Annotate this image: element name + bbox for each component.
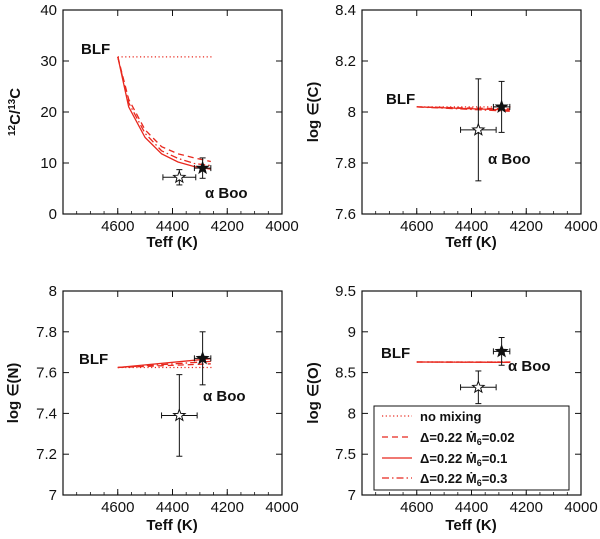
x-tick-label: 4600: [101, 218, 134, 235]
y-tick-label: 0: [49, 206, 57, 223]
y-axis-label: log ∈(N): [5, 363, 22, 424]
y-tick-label: 30: [40, 53, 57, 70]
series-line-dashdot: [117, 360, 211, 369]
data-points: [161, 331, 212, 457]
alpha-boo-open-star-marker: [172, 407, 187, 422]
panel-carbon-abundance: 4600 4400 4200 4000 7.6 7.8 8 8.2 8.4 Teff (K) l…: [305, 2, 598, 251]
x-tick-label: 4600: [101, 499, 134, 516]
x-tick-label: 4600: [400, 218, 433, 235]
x-tick-label: 4000: [564, 218, 597, 235]
series-line-solid: [117, 56, 211, 170]
series-line-dashdot: [416, 106, 510, 112]
blf-label: BLF: [79, 351, 108, 368]
legend-label-mdot-0-02: Δ=0.22 Ṁ6=0.02: [420, 430, 515, 447]
alpha-boo-filled-star-marker: [195, 350, 210, 365]
x-axis-label: Teff (K): [146, 517, 197, 534]
legend-label-mdot-0-1: Δ=0.22 Ṁ6=0.1: [420, 451, 507, 468]
y-tick-label: 7.6: [36, 365, 57, 382]
x-tick-label: 4400: [156, 499, 189, 516]
y-tick-label: 9.5: [335, 283, 356, 300]
y-tick-label: 7.2: [36, 446, 57, 463]
data-points: [460, 78, 511, 182]
alpha-boo-label: α Boo: [203, 388, 246, 405]
blf-label: BLF: [81, 41, 110, 58]
y-tick-label: 8.4: [335, 2, 356, 19]
blf-label: BLF: [386, 91, 415, 108]
data-points: [162, 157, 212, 186]
alpha-boo-filled-star-marker: [494, 344, 509, 358]
y-tick-label: 8: [348, 104, 356, 121]
x-tick-label: 4400: [455, 218, 488, 235]
x-tick-label: 4200: [211, 218, 244, 235]
panel-carbon-isotope-ratio: 4600 4400 4200 4000 0 10 20 30 40 Teff (K) 12C/1…: [7, 2, 299, 251]
alpha-boo-filled-star-marker: [494, 99, 509, 113]
y-tick-label: 7.5: [335, 446, 356, 463]
y-axis-label: 12C/13C: [7, 88, 24, 136]
x-tick-label: 4600: [400, 499, 433, 516]
alpha-boo-filled-star-marker: [195, 160, 210, 175]
series-line-solid: [117, 358, 211, 369]
x-axis-label: Teff (K): [445, 234, 496, 251]
y-tick-label: 8.5: [335, 365, 356, 382]
tick-group: 4600 4400 4200 4000 0 10 20 30 40: [40, 2, 298, 235]
tick-group: 4600 4400 4200 4000 7 7.2 7.4 7.6 7.8 8: [36, 283, 299, 516]
legend-label-no-mixing: no mixing: [420, 409, 481, 424]
series-line-dashed: [117, 56, 211, 163]
series-line-dashdot: [117, 56, 211, 167]
y-tick-label: 10: [40, 155, 57, 172]
panel-oxygen-abundance: 4600 4400 4200 4000 7 7.5 8 8.5 9 9.5 Teff (K) lo…: [305, 283, 598, 534]
y-tick-label: 8: [348, 405, 356, 422]
alpha-boo-open-star-marker: [172, 169, 187, 184]
x-axis-label: Teff (K): [146, 234, 197, 251]
data-points: [460, 337, 511, 405]
x-tick-label: 4000: [564, 499, 597, 516]
y-tick-label: 20: [40, 104, 57, 121]
y-axis-label: log ∈(O): [305, 362, 322, 423]
legend-label-mdot-0-3: Δ=0.22 Ṁ6=0.3: [420, 471, 507, 488]
plot-frame: [361, 9, 582, 215]
x-tick-label: 4200: [510, 499, 543, 516]
y-tick-label: 8: [49, 283, 57, 300]
y-tick-label: 9: [348, 324, 356, 341]
model-curves: [117, 56, 214, 170]
legend: no mixing Δ=0.22 Ṁ6=0.02 Δ=0.22 Ṁ6=0.1 Δ…: [373, 405, 570, 491]
legend-box: [373, 405, 570, 491]
x-tick-label: 4000: [265, 218, 298, 235]
model-curves: [416, 106, 513, 112]
y-tick-label: 40: [40, 2, 57, 19]
x-tick-label: 4200: [211, 499, 244, 516]
tick-group: 4600 4400 4200 4000 7 7.5 8 8.5 9 9.5: [335, 283, 598, 516]
y-tick-label: 7.4: [36, 405, 57, 422]
y-tick-label: 7: [348, 487, 356, 504]
plot-frame: [62, 290, 283, 496]
y-tick-label: 7: [49, 487, 57, 504]
y-tick-label: 7.8: [335, 155, 356, 172]
blf-label: BLF: [381, 345, 410, 362]
x-tick-label: 4000: [265, 499, 298, 516]
alpha-boo-label: α Boo: [508, 358, 551, 375]
x-tick-label: 4400: [156, 218, 189, 235]
alpha-boo-label: α Boo: [488, 151, 531, 168]
y-tick-label: 7.8: [36, 324, 57, 341]
x-tick-label: 4200: [510, 218, 543, 235]
y-tick-label: 8.2: [335, 53, 356, 70]
x-axis-label: Teff (K): [445, 517, 496, 534]
model-curves: [117, 358, 214, 369]
x-tick-label: 4400: [455, 499, 488, 516]
y-axis-label: log ∈(C): [305, 82, 322, 143]
alpha-boo-open-star-marker: [471, 122, 486, 136]
tick-group: 4600 4400 4200 4000 7.6 7.8 8 8.2 8.4: [335, 2, 598, 235]
y-tick-label: 7.6: [335, 206, 356, 223]
alpha-boo-open-star-marker: [471, 379, 486, 394]
alpha-boo-label: α Boo: [205, 185, 248, 202]
